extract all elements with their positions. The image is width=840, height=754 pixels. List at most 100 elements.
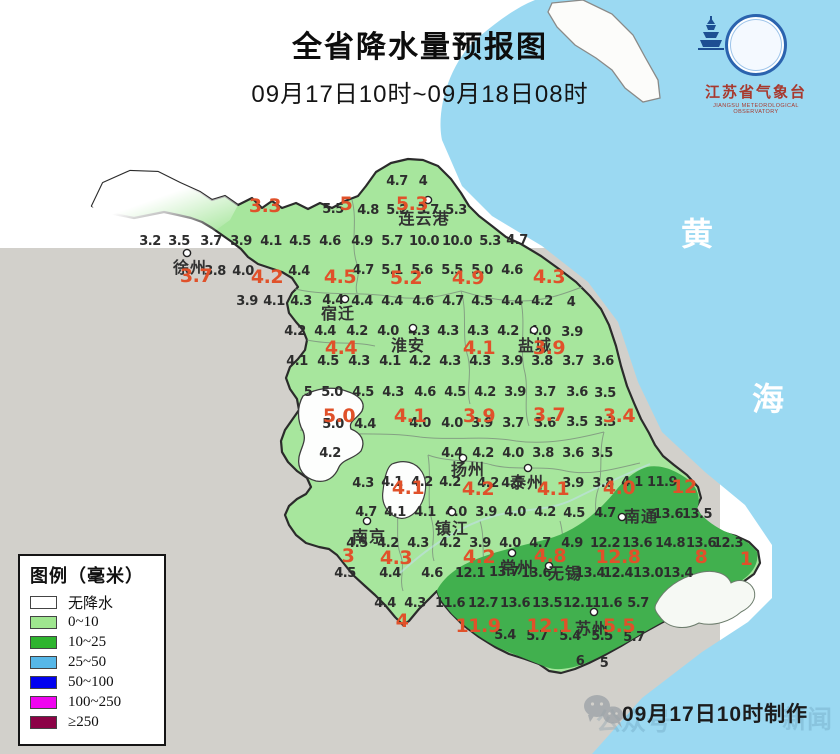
station-value: 13.4 (575, 566, 606, 581)
station-value-highlight: 12.8 (596, 546, 641, 568)
station-value: 4.0 (502, 446, 524, 461)
legend-swatch (30, 615, 57, 629)
station-value: 4 (567, 295, 576, 310)
station-value: 4.5 (444, 385, 466, 400)
station-value-highlight: 3.3 (249, 195, 281, 217)
station-value: 4.3 (469, 354, 491, 369)
legend-item: 无降水 (30, 592, 156, 612)
station-value: 5.7 (623, 630, 645, 645)
station-value: 6 (576, 654, 585, 669)
station-value: 4.2 (474, 385, 496, 400)
station-value: 3.8 (531, 354, 553, 369)
station-value-highlight: 5.0 (323, 405, 355, 427)
station-value-highlight: 4.1 (394, 405, 426, 427)
station-value: 12.4 (603, 566, 634, 581)
station-value: 4.6 (421, 566, 443, 581)
station-value: 4.0 (377, 324, 399, 339)
legend-title: 图例（毫米） (30, 566, 144, 586)
station-value: 3.5 (591, 446, 613, 461)
station-value: 13.6 (653, 507, 684, 522)
station-value: 4.2 (411, 475, 433, 490)
station-value: 13.0 (633, 566, 664, 581)
station-value: 5.6 (411, 263, 433, 278)
station-value: 4.7 (529, 536, 551, 551)
station-value: 5.5 (322, 202, 344, 217)
city-boundaries (294, 199, 641, 622)
station-value: 4.3 (437, 324, 459, 339)
station-value: 3.9 (561, 325, 583, 340)
legend-swatch (30, 635, 57, 649)
legend-item: 0~10 (30, 612, 156, 632)
station-value: 4.6 (414, 385, 436, 400)
sea-name-label: 海 (752, 381, 784, 417)
city-marker-dot (340, 294, 350, 304)
city-label: 无锡 (547, 564, 582, 583)
station-value: 4.3 (407, 536, 429, 551)
legend-item: 10~25 (30, 632, 156, 652)
station-value: 4.3 (352, 476, 374, 491)
legend-rows: 无降水 0~10 10~25 25~50 50~100 100~250 ≥250 (30, 592, 156, 732)
wechat-icon (580, 692, 626, 732)
station-value: 4.7 (506, 233, 528, 248)
station-value: 4.0 (409, 416, 431, 431)
station-value: 3.9 (504, 385, 526, 400)
no-precip-area (92, 171, 238, 246)
station-value: 12.7 (468, 596, 499, 611)
gaoyou-lake (382, 461, 427, 519)
station-value-highlight: 3 (342, 545, 355, 567)
station-value-highlight: 5.3 (396, 193, 428, 215)
station-value-highlight: 4.1 (537, 478, 569, 500)
city-marker-dot (362, 516, 372, 526)
station-value: 5.5 (591, 629, 613, 644)
legend-label: 0~10 (68, 613, 99, 630)
station-value: 3.9 (562, 476, 584, 491)
city-label: 苏州 (575, 619, 609, 638)
legend-label: ≥250 (68, 713, 99, 730)
station-value: 12.1 (455, 566, 486, 581)
station-value: 4.2 (439, 536, 461, 551)
station-value-highlight: 3.9 (463, 405, 495, 427)
station-value-highlight: 4.1 (392, 477, 424, 499)
legend-swatch (30, 695, 57, 709)
legend-label: 100~250 (68, 693, 122, 710)
city-label: 徐州 (172, 258, 207, 277)
station-value: 5.3 (445, 203, 467, 218)
station-value: 3.6 (534, 416, 556, 431)
city-marker-dot (458, 453, 468, 463)
city-marker-dot (182, 248, 192, 258)
station-value: 5.1 (381, 263, 403, 278)
station-value: 5.0 (471, 263, 493, 278)
station-value: 4.4 (501, 294, 523, 309)
station-value: 3.6 (566, 385, 588, 400)
legend-item: 50~100 (30, 672, 156, 692)
legend-label: 25~50 (68, 653, 107, 670)
station-value: 5.7 (526, 629, 548, 644)
station-value: 3.7 (502, 416, 524, 431)
station-value: 12.3 (713, 536, 744, 551)
station-value: 4.7 (442, 294, 464, 309)
station-values-red: 3.3 5 5.33.7 4.2 4.5 5.2 4.9 4.34.4 4.1 3.95.0 4.1… (180, 193, 753, 637)
station-value: 3.9 (475, 505, 497, 520)
station-value: 3.7 (417, 203, 439, 218)
station-value: 4.4 (288, 264, 310, 279)
city-marker-dot (447, 507, 457, 517)
station-value: 4.0 (441, 416, 463, 431)
station-value: 4.4 (374, 596, 396, 611)
city-label: 泰州 (509, 473, 544, 492)
station-value: 4.0 (504, 505, 526, 520)
station-value-highlight: 8 (695, 546, 708, 568)
station-value: 11.9 (647, 475, 678, 490)
station-value: 5.5 (441, 263, 463, 278)
station-value: 4.2 (409, 354, 431, 369)
yellow-sea (440, 0, 840, 754)
station-value: 4.3 (382, 385, 404, 400)
station-value: 4.7 (352, 263, 374, 278)
station-value: 5.0 (321, 385, 343, 400)
station-value: 13.6 (521, 566, 552, 581)
city-marker-dot (423, 195, 433, 205)
station-value: 4.7 (355, 505, 377, 520)
station-value-highlight: 4.1 (463, 337, 495, 359)
legend: 图例（毫米） 无降水 0~10 10~25 25~50 50~100 100~250 ≥25… (18, 554, 166, 746)
